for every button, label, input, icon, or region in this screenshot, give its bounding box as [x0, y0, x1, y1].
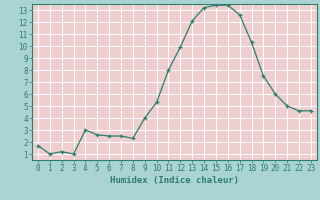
X-axis label: Humidex (Indice chaleur): Humidex (Indice chaleur)	[110, 176, 239, 185]
